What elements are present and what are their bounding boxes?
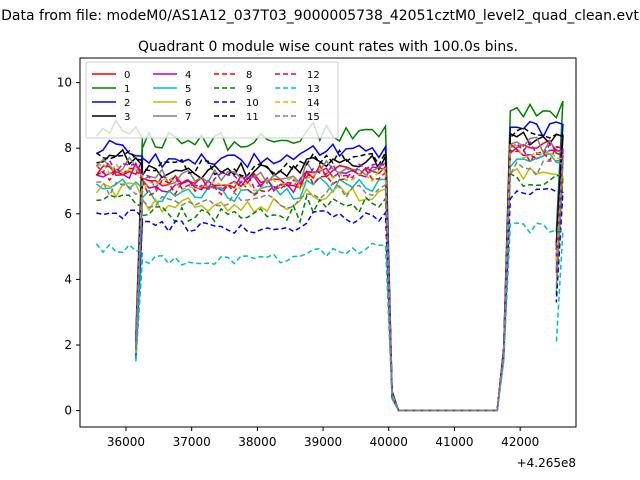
- axes-layer: 36000 37000 38000 39000 40000 41000 42000 0 2 4 6 8…: [57, 76, 540, 449]
- legend-label-10: 10: [246, 98, 259, 109]
- legend-label-13: 13: [307, 84, 320, 95]
- legend-label-8: 8: [246, 70, 252, 81]
- legend-label-12: 12: [307, 70, 320, 81]
- legend-label-7: 7: [185, 112, 191, 123]
- series-layer: [95, 100, 564, 412]
- legend-label-1: 1: [124, 84, 130, 95]
- series-line-12: [95, 140, 564, 412]
- legend-label-14: 14: [307, 98, 320, 109]
- y-tick-label: 2: [64, 338, 72, 352]
- x-tick-label: 38000: [238, 435, 276, 449]
- legend-label-3: 3: [124, 112, 130, 123]
- y-tick-label: 6: [64, 207, 72, 221]
- legend-label-11: 11: [246, 112, 259, 123]
- legend-label-9: 9: [246, 84, 252, 95]
- series-line-15: [96, 159, 564, 412]
- legend-label-4: 4: [185, 70, 191, 81]
- plot-frame: [79, 57, 577, 428]
- y-tick-label: 8: [64, 141, 72, 155]
- legend-label-2: 2: [124, 98, 130, 109]
- x-tick-label: 41000: [435, 435, 473, 449]
- y-tick-label: 10: [57, 76, 72, 90]
- y-tick-label: 4: [64, 272, 72, 286]
- x-tick-label: 40000: [370, 435, 408, 449]
- x-offset-label: +4.265e8: [517, 456, 576, 470]
- legend-label-6: 6: [185, 98, 191, 109]
- figure-suptitle: Data from file: modeM0/AS1A12_037T03_900…: [1, 8, 639, 24]
- chart-title: Quadrant 0 module wise count rates with …: [138, 39, 518, 55]
- x-tick-label: 42000: [501, 435, 539, 449]
- x-tick-label: 37000: [173, 435, 211, 449]
- legend-box: [85, 61, 339, 139]
- x-tick-label: 36000: [107, 435, 145, 449]
- legend-label-5: 5: [185, 84, 191, 95]
- legend-label-0: 0: [124, 70, 130, 81]
- x-tick-label: 39000: [304, 435, 342, 449]
- y-tick-label: 0: [64, 404, 72, 418]
- legend-label-15: 15: [307, 112, 320, 123]
